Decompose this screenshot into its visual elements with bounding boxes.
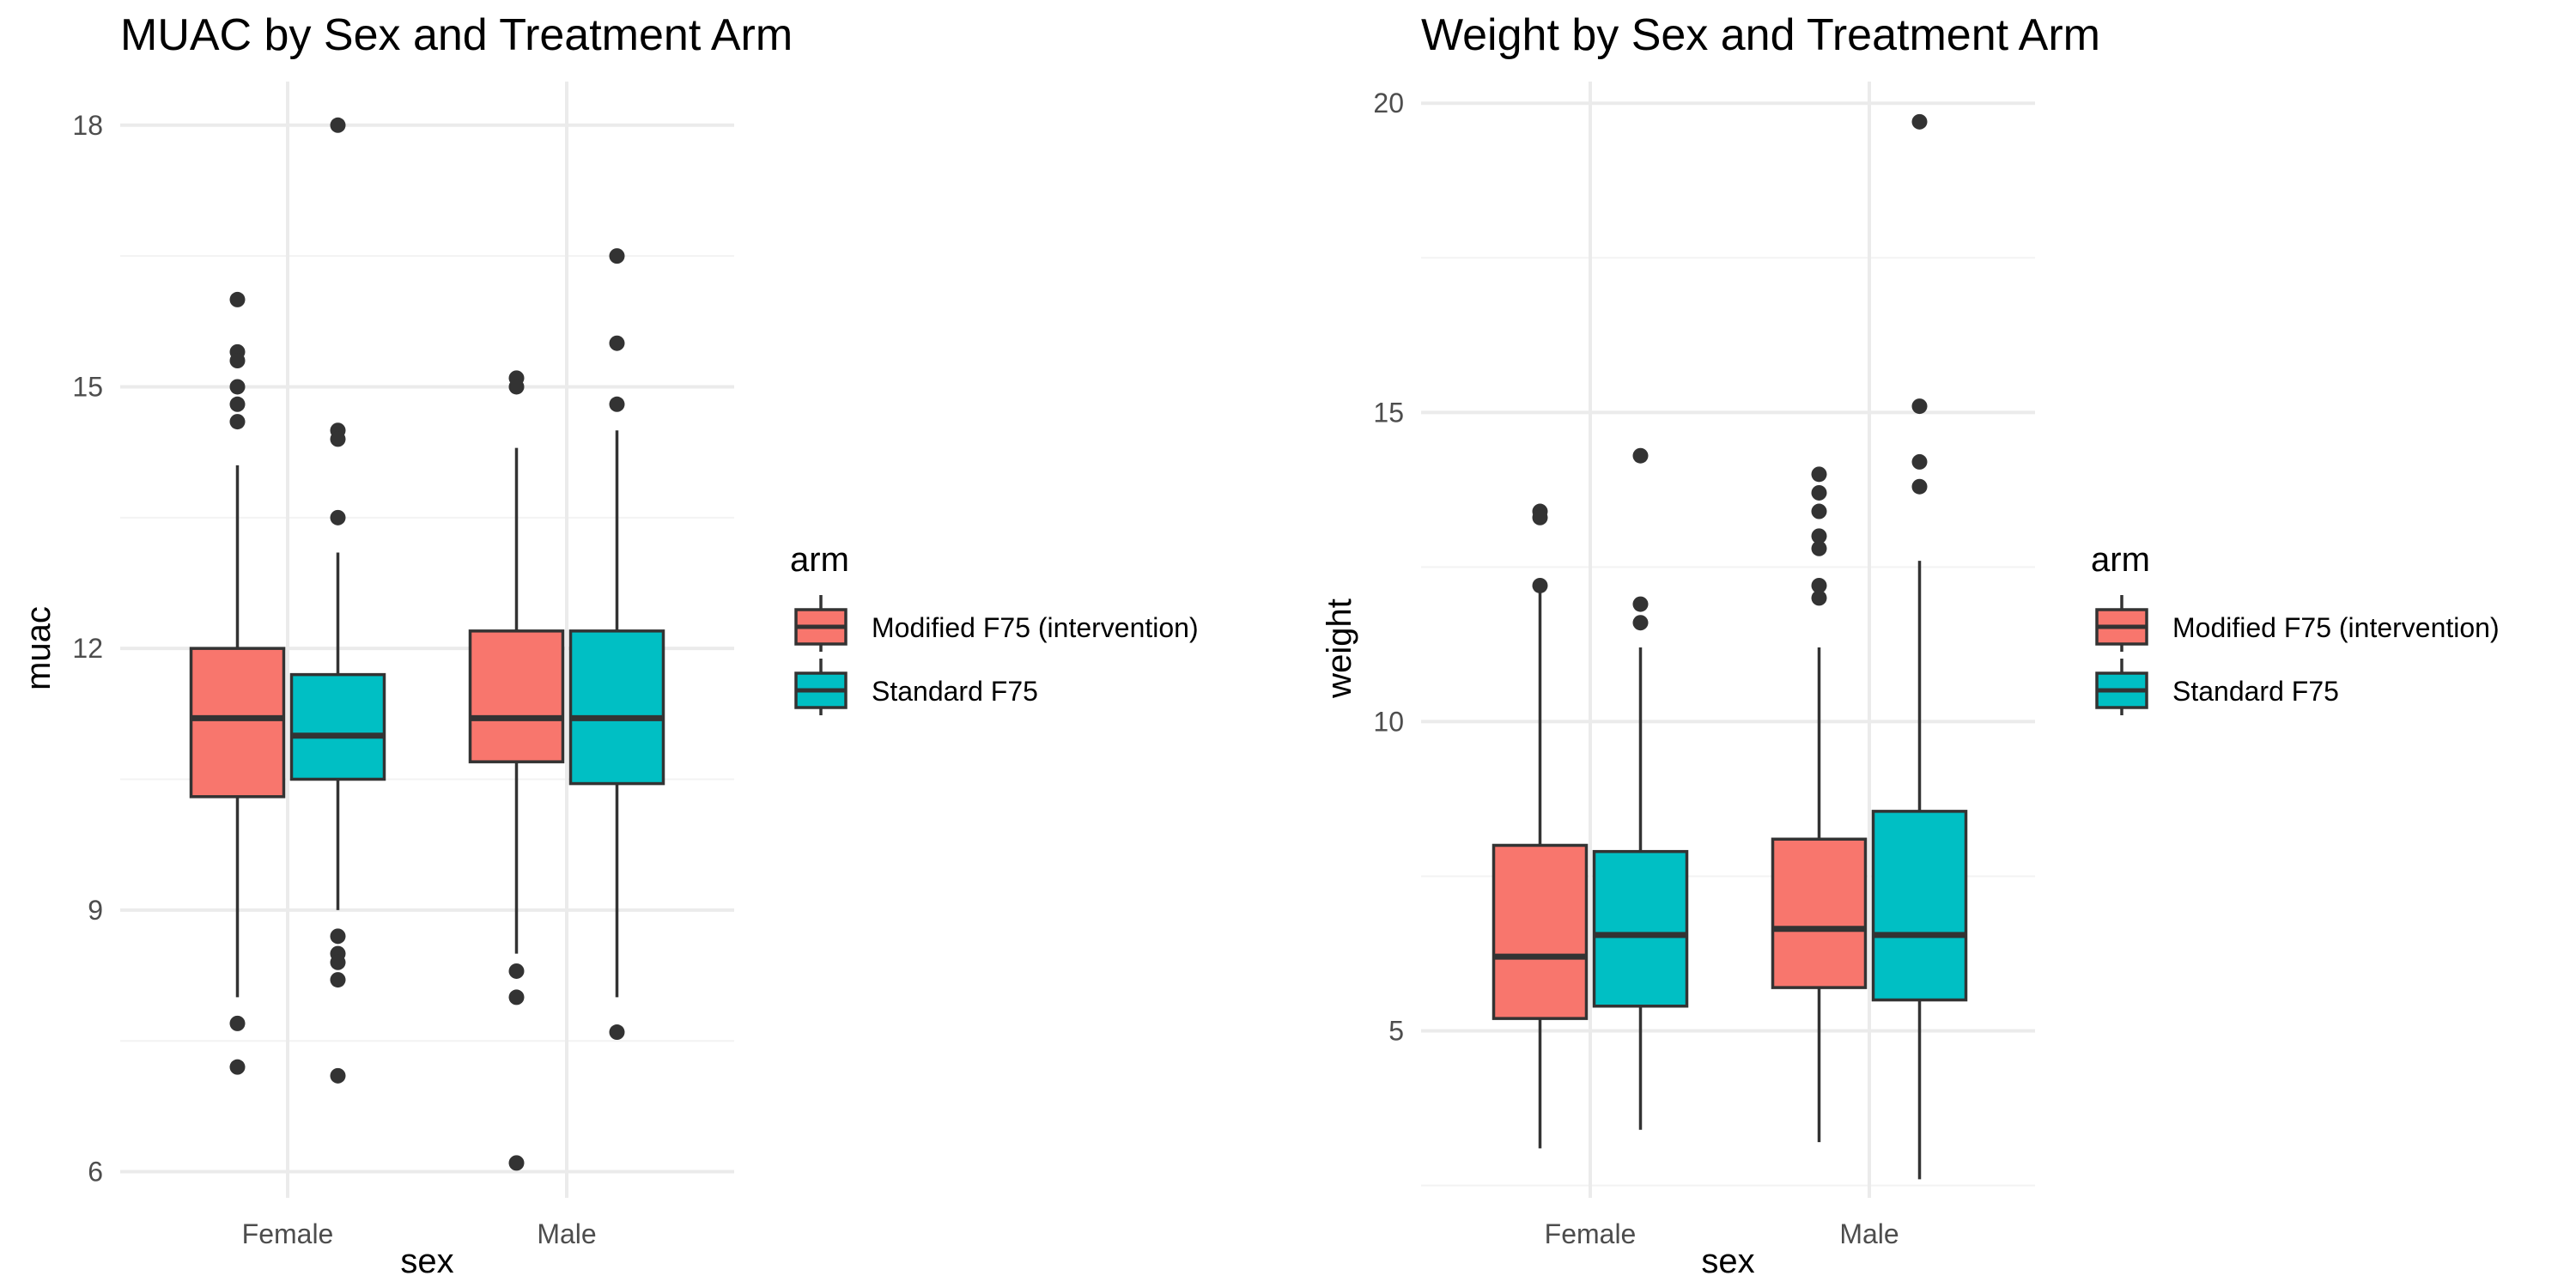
legend: arm Modified F75 (intervention) Standard F…	[790, 541, 1199, 715]
x-tick-label: Female	[242, 1218, 334, 1249]
outlier-point	[330, 954, 346, 970]
box-iqr	[568, 629, 665, 786]
y-tick-label: 12	[72, 633, 103, 664]
outlier-point	[229, 396, 246, 412]
y-axis-title: weight	[1321, 598, 1358, 699]
box-iqr	[1871, 810, 1968, 1002]
outlier-point	[1811, 503, 1827, 519]
y-axis-title: muac	[20, 606, 58, 690]
outlier-point	[330, 509, 346, 526]
outlier-point	[330, 928, 346, 945]
outlier-point	[1911, 113, 1928, 130]
box-iqr	[1771, 837, 1868, 989]
box-modified-f75-intervention--male	[1771, 466, 1868, 1143]
outlier-point	[1811, 466, 1827, 483]
legend-label: Modified F75 (intervention)	[872, 612, 1199, 643]
outlier-point	[229, 353, 246, 368]
y-tick-label: 10	[1373, 706, 1404, 737]
outlier-point	[229, 379, 246, 395]
outlier-point	[229, 1015, 246, 1031]
y-tick-label: 15	[72, 371, 103, 402]
y-tick-label: 15	[1373, 397, 1404, 428]
outlier-point	[508, 963, 525, 979]
box-standard-f75-female	[1592, 447, 1689, 1130]
outlier-point	[1811, 484, 1827, 501]
legend-label: Standard F75	[872, 676, 1038, 707]
outlier-point	[508, 379, 525, 395]
box-iqr	[468, 629, 565, 763]
outlier-point	[330, 1067, 346, 1084]
x-tick-label: Female	[1545, 1218, 1637, 1249]
y-tick-label: 18	[72, 110, 103, 141]
x-tick-label: Male	[537, 1218, 596, 1249]
outlier-point	[609, 396, 625, 412]
outlier-point	[1811, 540, 1827, 556]
box-iqr	[289, 672, 386, 781]
outlier-point	[508, 989, 525, 1005]
box-iqr	[1492, 843, 1589, 1020]
outlier-point	[1811, 577, 1827, 593]
box-standard-f75-male	[1871, 113, 1968, 1180]
legend-title: arm	[790, 541, 849, 579]
box-iqr	[189, 647, 286, 799]
box-modified-f75-intervention--female	[1492, 503, 1589, 1149]
legend-label: Standard F75	[2172, 676, 2339, 707]
box-modified-f75-intervention--male	[468, 370, 565, 1171]
outlier-point	[609, 1024, 625, 1041]
chart-panel-1: 6 9 12 15 18 Female Male sex muac MUAC by Sex and…	[20, 10, 1199, 1280]
outlier-point	[229, 414, 246, 430]
box-standard-f75-male	[568, 248, 665, 1041]
x-axis-title: sex	[1701, 1242, 1754, 1280]
y-tick-label: 20	[1373, 88, 1404, 118]
outlier-point	[609, 335, 625, 351]
outlier-point	[330, 972, 346, 988]
outlier-point	[1632, 596, 1649, 612]
outlier-point	[229, 291, 246, 307]
outlier-point	[1532, 509, 1548, 526]
legend: arm Modified F75 (intervention) Standard F…	[2091, 541, 2500, 715]
outlier-point	[1632, 447, 1649, 464]
legend-label: Modified F75 (intervention)	[2172, 612, 2500, 643]
outlier-point	[1911, 398, 1928, 415]
box-iqr	[1592, 849, 1689, 1008]
outlier-point	[1811, 590, 1827, 606]
outlier-point	[330, 117, 346, 133]
chart-title: MUAC by Sex and Treatment Arm	[120, 10, 793, 60]
outlier-point	[1532, 577, 1548, 593]
outlier-point	[1632, 615, 1649, 631]
x-axis-title: sex	[400, 1242, 453, 1280]
outlier-point	[330, 431, 346, 447]
box-modified-f75-intervention--female	[189, 291, 286, 1075]
outlier-point	[508, 1155, 525, 1171]
y-tick-label: 5	[1388, 1016, 1404, 1047]
outlier-point	[609, 248, 625, 264]
y-tick-label: 9	[88, 895, 103, 926]
y-tick-label: 6	[88, 1157, 103, 1188]
box-standard-f75-female	[289, 117, 386, 1084]
chart-panel-2: 5 10 15 20 Female Male sex weight Weight by Sex …	[1321, 10, 2500, 1280]
x-tick-label: Male	[1839, 1218, 1899, 1249]
outlier-point	[1911, 453, 1928, 470]
chart-title: Weight by Sex and Treatment Arm	[1421, 10, 2100, 60]
outlier-point	[1911, 478, 1928, 495]
legend-title: arm	[2091, 541, 2150, 579]
outlier-point	[1811, 528, 1827, 544]
outlier-point	[229, 1059, 246, 1075]
